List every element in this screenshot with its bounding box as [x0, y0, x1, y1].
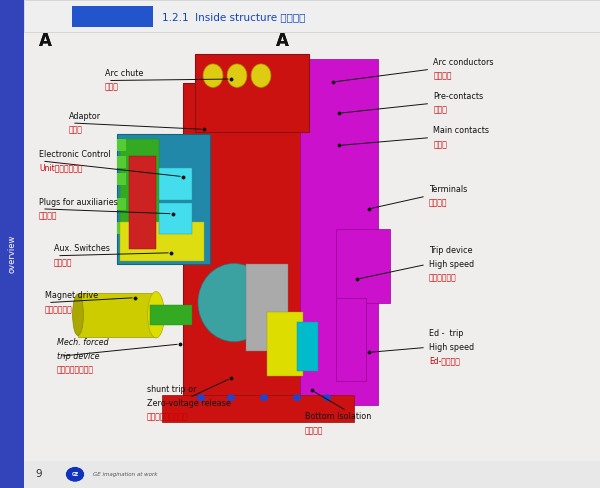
Text: Arc conductors: Arc conductors — [433, 58, 494, 67]
Text: Trip device: Trip device — [429, 246, 473, 255]
Text: Terminals: Terminals — [429, 185, 467, 194]
Bar — [159, 203, 192, 234]
Bar — [129, 156, 156, 249]
Bar — [78, 293, 156, 337]
Text: 弧触头: 弧触头 — [433, 106, 447, 115]
Bar — [183, 83, 339, 405]
Text: A: A — [275, 33, 289, 50]
Bar — [159, 168, 192, 200]
Text: 分励脱扣或欠压脱扣: 分励脱扣或欠压脱扣 — [147, 413, 188, 422]
Text: A: A — [275, 33, 289, 50]
Text: 適配器: 適配器 — [69, 125, 83, 134]
Text: Aux. Switches: Aux. Switches — [54, 244, 110, 253]
Text: 引弧导体: 引弧导体 — [433, 72, 452, 81]
Ellipse shape — [203, 64, 223, 87]
Text: trip device: trip device — [57, 352, 100, 361]
Circle shape — [197, 394, 205, 401]
Text: Arc chute: Arc chute — [105, 69, 143, 78]
Text: Unit电子控制單元: Unit电子控制單元 — [39, 163, 83, 172]
Bar — [117, 198, 126, 210]
Bar — [117, 222, 126, 234]
Text: 附件插头: 附件插头 — [39, 211, 58, 220]
Text: Ed-高速脱扣: Ed-高速脱扣 — [429, 357, 460, 366]
Bar — [120, 139, 159, 261]
Bar — [246, 264, 288, 351]
Text: Pre-contacts: Pre-contacts — [433, 92, 484, 101]
Text: 短路脱扣装置: 短路脱扣装置 — [429, 274, 457, 283]
Bar — [117, 139, 126, 151]
Text: High speed: High speed — [429, 260, 474, 269]
Text: Main contacts: Main contacts — [433, 126, 489, 135]
Text: 輔助开关: 輔助开关 — [54, 258, 73, 267]
Bar — [0, 0, 24, 488]
Ellipse shape — [148, 292, 164, 338]
Circle shape — [293, 394, 301, 401]
Ellipse shape — [227, 64, 247, 87]
Text: 灯弧室: 灯弧室 — [105, 83, 119, 92]
Bar — [336, 298, 366, 381]
Text: Bottom Isolation: Bottom Isolation — [305, 412, 371, 421]
Text: Magnet drive: Magnet drive — [45, 291, 98, 300]
Text: 绝緣底板: 绝緣底板 — [305, 426, 323, 435]
Text: Adaptor: Adaptor — [69, 112, 101, 121]
Text: 9: 9 — [35, 469, 43, 479]
Text: High speed: High speed — [429, 343, 474, 352]
Text: 机械强迫脱扣装置: 机械强迫脱扣装置 — [57, 366, 94, 374]
Circle shape — [323, 394, 331, 401]
Circle shape — [260, 394, 268, 401]
Text: GE: GE — [71, 472, 79, 477]
Bar — [117, 173, 126, 185]
Text: Zero-voltage release: Zero-voltage release — [147, 399, 231, 408]
Bar — [72, 6, 153, 27]
Bar — [195, 54, 309, 132]
Bar — [267, 312, 303, 376]
Text: 1.2.1  Inside structure 内部结构: 1.2.1 Inside structure 内部结构 — [162, 12, 305, 22]
Bar — [24, 0, 600, 32]
Ellipse shape — [251, 64, 271, 87]
Text: A: A — [38, 33, 52, 50]
Text: overview: overview — [7, 235, 17, 273]
Bar — [24, 461, 600, 488]
Bar — [117, 134, 210, 264]
Text: Plugs for auxiliaries: Plugs for auxiliaries — [39, 198, 118, 206]
Bar — [117, 156, 126, 168]
Bar — [120, 222, 204, 261]
Bar — [162, 395, 354, 422]
Text: 电磁驅动机構: 电磁驅动机構 — [45, 305, 73, 314]
Bar — [150, 305, 192, 325]
Circle shape — [65, 467, 85, 482]
Bar — [336, 229, 390, 303]
Bar — [297, 322, 318, 371]
Text: GE imagination at work: GE imagination at work — [93, 472, 157, 477]
Text: Electronic Control: Electronic Control — [39, 150, 110, 159]
Text: Ed -  trip: Ed - trip — [429, 329, 463, 338]
Polygon shape — [300, 59, 378, 405]
Circle shape — [227, 394, 235, 401]
Text: A: A — [38, 33, 52, 50]
Ellipse shape — [198, 264, 270, 342]
Text: 主触头: 主触头 — [433, 140, 447, 149]
Text: shunt trip or: shunt trip or — [147, 386, 197, 394]
Text: Mech. forced: Mech. forced — [57, 338, 109, 347]
Ellipse shape — [73, 294, 83, 336]
Text: 一次端子: 一次端子 — [429, 199, 448, 207]
